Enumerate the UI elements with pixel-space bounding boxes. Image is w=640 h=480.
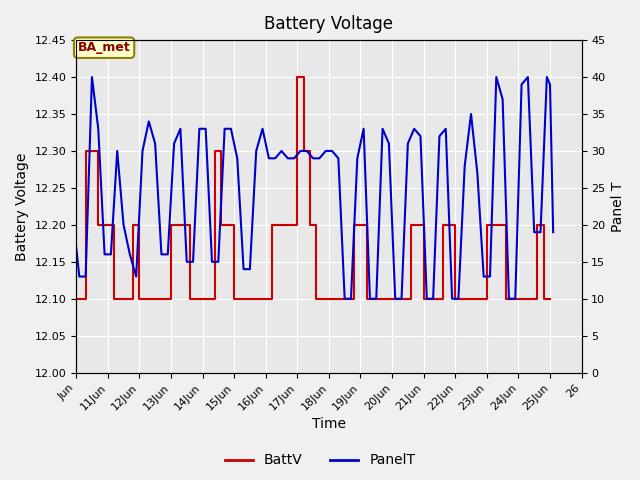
Y-axis label: Battery Voltage: Battery Voltage [15, 152, 29, 261]
Legend: BattV, PanelT: BattV, PanelT [220, 448, 420, 473]
Title: Battery Voltage: Battery Voltage [264, 15, 394, 33]
X-axis label: Time: Time [312, 418, 346, 432]
Y-axis label: Panel T: Panel T [611, 181, 625, 231]
Text: BA_met: BA_met [77, 41, 131, 54]
